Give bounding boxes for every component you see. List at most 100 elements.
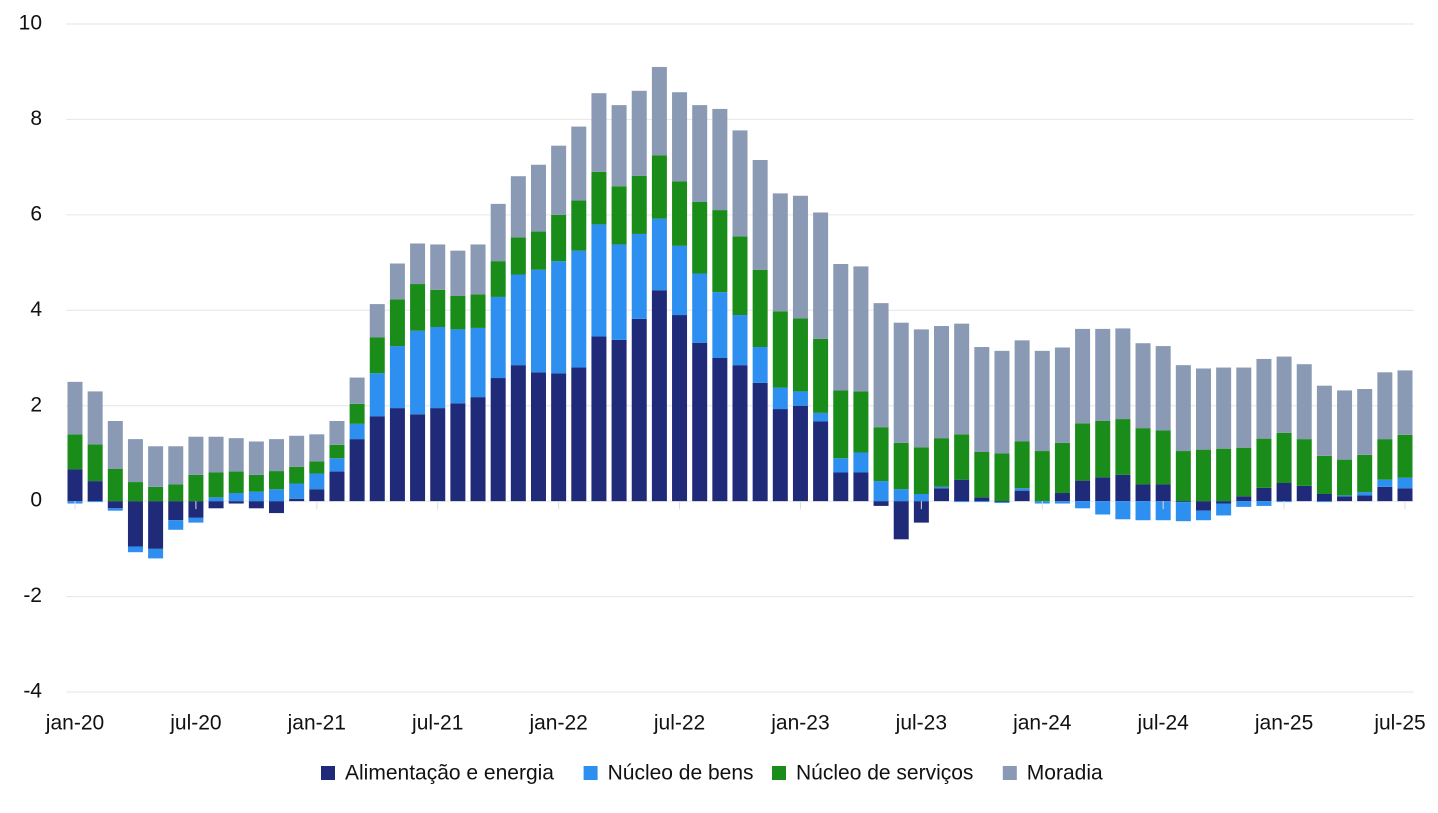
bar-segment xyxy=(571,367,587,502)
bar-segment xyxy=(934,326,950,439)
bar-segment xyxy=(853,472,869,502)
bar-segment xyxy=(1316,385,1332,456)
bar-segment xyxy=(349,377,365,404)
bar-segment xyxy=(510,176,526,238)
bar-segment xyxy=(1155,501,1171,521)
bar-segment xyxy=(712,292,728,358)
bar-segment xyxy=(1377,486,1393,502)
bar-segment xyxy=(1175,451,1191,502)
bar-segment xyxy=(611,244,627,340)
x-tick-label: jan-20 xyxy=(45,712,104,735)
bar-segment xyxy=(208,436,224,473)
bar-segment xyxy=(410,330,426,415)
bar-segment xyxy=(813,212,829,339)
legend-label: Alimentação e energia xyxy=(345,762,554,785)
bar-segment xyxy=(208,472,224,498)
bar-segment xyxy=(1236,367,1252,448)
bar-segment xyxy=(289,483,305,499)
bar-segment xyxy=(248,491,264,502)
bar-segment xyxy=(1135,501,1151,521)
bar-segment xyxy=(1075,501,1091,509)
bar-segment xyxy=(450,250,466,296)
bar-segment xyxy=(893,322,909,443)
bar-segment xyxy=(752,382,768,502)
bar-segment xyxy=(188,474,204,502)
bar-segment xyxy=(934,438,950,487)
bar-segment xyxy=(248,501,264,509)
bar-segment xyxy=(148,501,164,549)
bar-segment xyxy=(228,471,244,494)
bar-segment xyxy=(611,105,627,187)
bar-segment xyxy=(329,420,345,445)
bar-segment xyxy=(833,458,849,473)
bar-segment xyxy=(309,473,325,490)
bar-segment xyxy=(87,391,103,445)
bar-segment xyxy=(873,427,889,482)
legend-swatch xyxy=(321,766,335,780)
bar-segment xyxy=(813,412,829,422)
bar-segment xyxy=(127,482,143,502)
bar-segment xyxy=(269,489,285,502)
bar-segment xyxy=(611,186,627,245)
y-tick-label: 2 xyxy=(30,393,42,416)
bar-segment xyxy=(994,502,1010,504)
bar-segment xyxy=(692,342,708,502)
bar-segment xyxy=(1216,367,1232,449)
y-tick-label: 6 xyxy=(30,202,42,225)
x-tick-label: jul-21 xyxy=(411,712,463,735)
bar-segment xyxy=(1014,340,1030,442)
bar-segment xyxy=(752,159,768,270)
bar-segment xyxy=(1014,490,1030,502)
bar-segment xyxy=(490,378,506,502)
bar-segment xyxy=(591,171,607,225)
x-tick-label: jan-24 xyxy=(1012,712,1072,735)
bar-segment xyxy=(1256,358,1272,439)
x-tick-label: jul-25 xyxy=(1373,712,1425,735)
bar-segment xyxy=(1296,485,1312,502)
bar-segment xyxy=(1034,350,1050,452)
bar-segment xyxy=(1195,501,1211,511)
bar-segment xyxy=(1075,328,1091,424)
bar-segment xyxy=(1195,510,1211,521)
bar-segment xyxy=(1256,438,1272,488)
bar-segment xyxy=(732,315,748,366)
bar-segment xyxy=(1377,439,1393,480)
bar-segment xyxy=(127,439,143,483)
bar-segment xyxy=(792,195,808,319)
bar-segment xyxy=(974,497,990,502)
bar-segment xyxy=(692,201,708,274)
bar-segment xyxy=(1236,447,1252,497)
x-tick-label: jan-22 xyxy=(528,712,587,735)
bar-segment xyxy=(672,315,688,502)
bar-segment xyxy=(349,423,365,440)
bar-segment xyxy=(934,486,950,489)
bar-segment xyxy=(792,318,808,392)
bar-segment xyxy=(813,338,829,413)
bar-segment xyxy=(1316,501,1332,503)
bar-segment xyxy=(873,501,889,506)
bar-segment xyxy=(349,439,365,502)
bar-segment xyxy=(551,214,567,262)
bar-segment xyxy=(107,420,123,469)
bar-segment xyxy=(67,434,83,470)
bar-segment xyxy=(954,501,970,503)
bar-segment xyxy=(893,442,909,490)
bar-segment xyxy=(87,444,103,482)
bar-segment xyxy=(1337,495,1353,497)
bar-segment xyxy=(107,508,123,511)
bar-segment xyxy=(389,299,405,347)
bar-segment xyxy=(289,435,305,467)
legend-label: Moradia xyxy=(1027,762,1103,785)
bar-segment xyxy=(1095,501,1111,515)
bar-segment xyxy=(127,546,143,553)
bar-segment xyxy=(591,93,607,172)
bar-segment xyxy=(369,337,385,374)
bar-segment xyxy=(954,323,970,435)
bar-segment xyxy=(752,269,768,348)
bar-segment xyxy=(651,66,667,156)
bar-segment xyxy=(611,339,627,502)
bar-segment xyxy=(1337,459,1353,496)
bar-segment xyxy=(269,471,285,490)
